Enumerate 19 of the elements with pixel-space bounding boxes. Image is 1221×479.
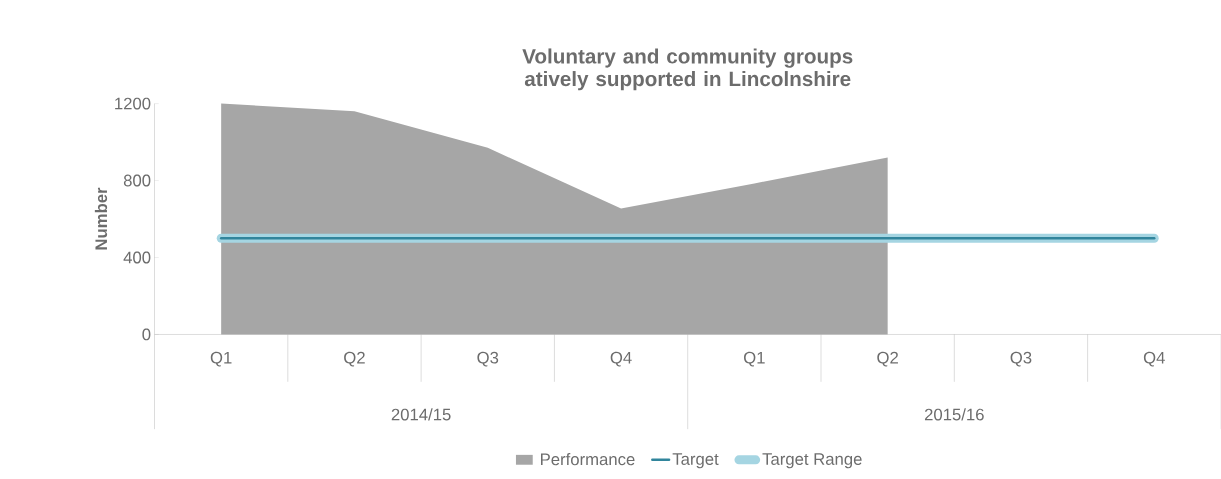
legend-label: Target Range xyxy=(762,453,862,469)
text: 2014/15 xyxy=(391,408,451,421)
x-tick-label: Q4 xyxy=(610,351,632,367)
x-tick-label: Q2 xyxy=(877,351,898,367)
x-tick-label: Q1 xyxy=(744,351,765,367)
y-axis-title: Number xyxy=(94,187,108,250)
x-tick-label: Q2 xyxy=(344,351,365,367)
y-tick-label: 1200 xyxy=(115,97,151,110)
text: 2015/16 xyxy=(924,408,984,421)
x-tick-label: Q3 xyxy=(477,351,499,367)
y-tick-label: 800 xyxy=(123,174,151,187)
legend-label: Performance xyxy=(541,452,635,466)
y-tick-label: 0 xyxy=(142,328,151,341)
x-tick-label: Q3 xyxy=(1010,351,1032,367)
x-tick-label: Q4 xyxy=(1143,351,1165,367)
legend-label: Target xyxy=(672,453,719,469)
x-tick-label: Q1 xyxy=(210,351,232,367)
y-tick-label: 400 xyxy=(123,251,151,264)
chart-title: Voluntary and community groups atively supported in Lincolnshire xyxy=(522,48,853,91)
